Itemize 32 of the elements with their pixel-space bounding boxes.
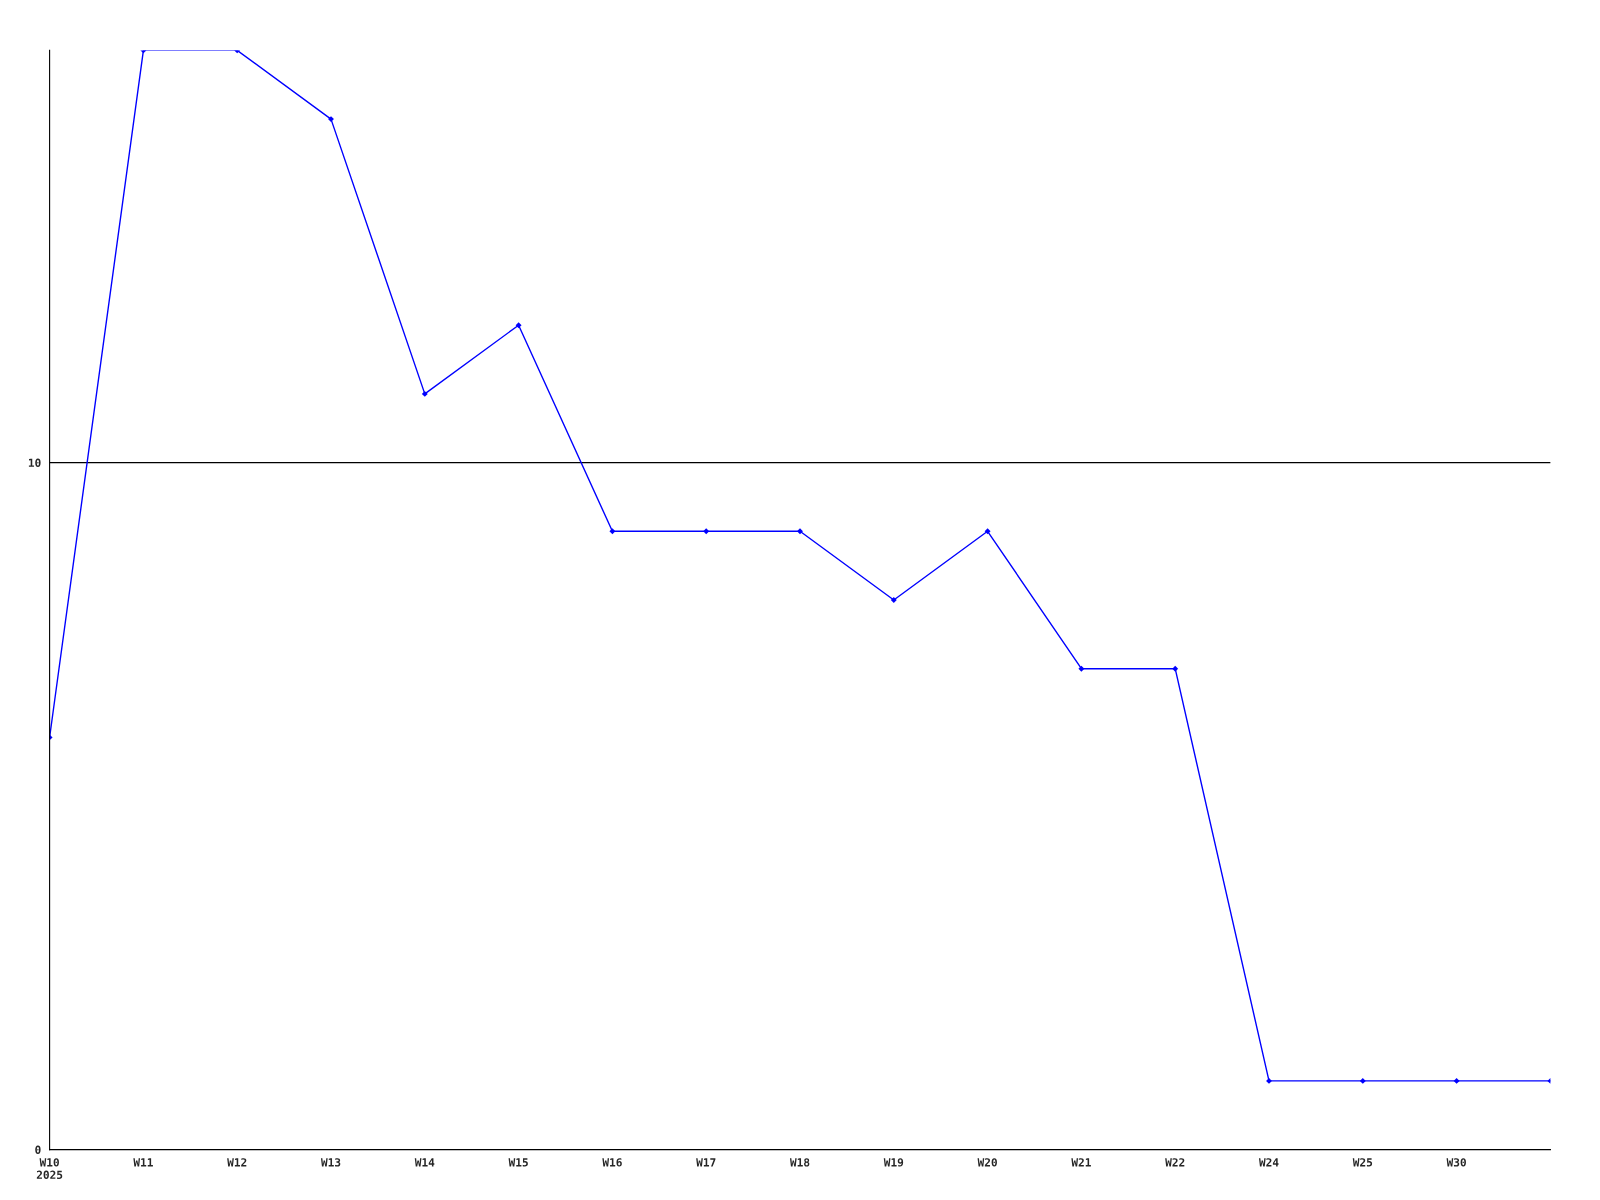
point — [703, 528, 710, 535]
x-tick-label: W30 — [1446, 1158, 1466, 1167]
x-tick-label: W19 — [883, 1158, 904, 1167]
y-tick-label: 0 — [35, 1145, 41, 1154]
point — [1266, 1077, 1272, 1084]
x-tick-label: W14 — [414, 1158, 435, 1167]
x-tick-label: W18 — [789, 1158, 810, 1167]
point — [421, 390, 428, 397]
x-tick-label: W21 — [1071, 1158, 1091, 1167]
x-tick-label: W22 — [1165, 1158, 1185, 1167]
point — [1078, 665, 1085, 672]
x-tick-label: W13 — [320, 1158, 341, 1167]
point — [797, 528, 803, 535]
x-tick-label: W20 — [977, 1158, 997, 1167]
x-tick-label: W17 — [696, 1158, 716, 1167]
point — [1359, 1077, 1366, 1084]
point — [1172, 665, 1179, 672]
point — [984, 528, 991, 535]
x-tick-label: W24 — [1258, 1158, 1279, 1167]
x-tick-label: W15 — [508, 1158, 528, 1167]
point — [515, 322, 522, 329]
x-tick-label: W25 — [1352, 1158, 1373, 1167]
point — [328, 116, 334, 123]
x-tick-label: W16 — [602, 1158, 622, 1167]
point — [1453, 1077, 1460, 1084]
x-tick-label: W12 — [227, 1158, 247, 1167]
point — [890, 597, 897, 603]
x-tick-label: W11 — [133, 1158, 153, 1167]
x-tick-label: W10 2025 — [36, 1158, 63, 1179]
line-series — [49, 50, 1551, 1084]
y-tick-label: 10 — [28, 458, 41, 467]
point — [609, 528, 616, 535]
